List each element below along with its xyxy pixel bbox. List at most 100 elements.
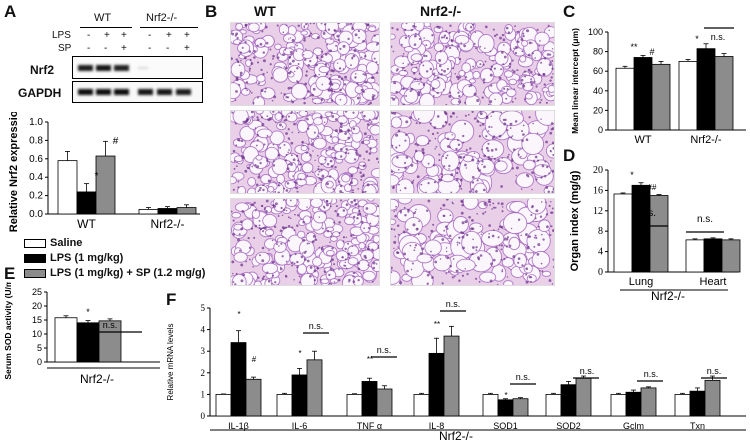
- nucleus-dot: [465, 148, 468, 152]
- nucleus-dot: [343, 83, 347, 86]
- nucleus-dot: [326, 162, 330, 166]
- nucleus-dot: [488, 158, 490, 161]
- significance-annotation: #: [113, 136, 119, 147]
- nucleus-dot: [395, 146, 398, 149]
- nucleus-dot: [463, 156, 466, 159]
- nucleus-dot: [235, 58, 239, 61]
- legend-item-saline: Saline: [24, 237, 82, 249]
- nucleus-dot: [336, 62, 339, 64]
- nucleus-dot: [488, 125, 491, 129]
- nucleus-dot: [414, 246, 416, 249]
- nucleus-dot: [527, 68, 531, 72]
- nucleus-dot: [541, 233, 543, 236]
- nucleus-dot: [256, 118, 260, 122]
- nucleus-dot: [231, 260, 235, 264]
- nucleus-dot: [302, 144, 305, 147]
- nucleus-dot: [339, 148, 343, 151]
- nucleus-dot: [453, 275, 456, 278]
- nucleus-dot: [363, 227, 365, 230]
- nucleus-dot: [370, 120, 373, 123]
- nucleus-dot: [337, 75, 341, 79]
- nucleus-dot: [441, 238, 445, 241]
- nucleus-dot: [501, 33, 505, 37]
- nucleus-dot: [412, 179, 415, 182]
- nucleus-dot: [492, 28, 495, 31]
- nucleus-dot: [511, 158, 513, 160]
- alveolus: [297, 172, 306, 181]
- nucleus-dot: [406, 258, 409, 261]
- alveolus: [454, 34, 470, 45]
- nucleus-dot: [460, 211, 464, 215]
- histology-texture: [231, 23, 379, 105]
- alveolus: [296, 119, 309, 133]
- nucleus-dot: [421, 247, 425, 251]
- nucleus-dot: [469, 84, 473, 87]
- alveolus: [479, 271, 497, 283]
- nucleus-dot: [505, 97, 508, 100]
- significance-annotation: **: [367, 355, 373, 364]
- nucleus-dot: [426, 273, 430, 277]
- nucleus-dot: [464, 101, 467, 104]
- alveolus: [370, 167, 379, 179]
- nucleus-dot: [270, 282, 273, 285]
- nucleus-dot: [532, 159, 536, 163]
- alveolus: [301, 162, 314, 174]
- nucleus-dot: [517, 257, 521, 261]
- nucleus-dot: [450, 191, 453, 193]
- y-tick-label: 0: [37, 357, 42, 367]
- nucleus-dot: [367, 159, 370, 162]
- nucleus-dot: [539, 269, 541, 272]
- nucleus-dot: [263, 143, 266, 146]
- nucleus-dot: [450, 173, 454, 177]
- nucleus-dot: [329, 135, 333, 138]
- nucleus-dot: [448, 46, 452, 49]
- alveolus: [456, 258, 476, 272]
- panel-letter-b: B: [205, 2, 218, 21]
- alveolus: [241, 218, 254, 231]
- nucleus-dot: [354, 202, 358, 206]
- nucleus-dot: [531, 171, 534, 175]
- nucleus-dot: [353, 49, 357, 53]
- alveolus: [397, 199, 412, 205]
- nucleus-dot: [456, 166, 460, 170]
- nucleus-dot: [425, 70, 429, 73]
- nucleus-dot: [294, 186, 297, 189]
- nucleus-dot: [242, 273, 246, 277]
- nucleus-dot: [303, 39, 306, 42]
- alveolus: [462, 154, 474, 163]
- nucleus-dot: [348, 256, 350, 259]
- nucleus-dot: [281, 214, 284, 217]
- nucleus-dot: [514, 120, 518, 123]
- y-tick-label: 1: [201, 389, 206, 399]
- nucleus-dot: [294, 70, 296, 73]
- nucleus-dot: [366, 23, 370, 27]
- y-tick-label: 40: [593, 86, 603, 96]
- alveolus: [461, 62, 472, 74]
- nucleus-dot: [489, 100, 493, 103]
- nucleus-dot: [443, 214, 446, 218]
- nucleus-dot: [469, 26, 473, 29]
- nucleus-dot: [261, 204, 264, 208]
- nucleus-dot: [541, 270, 544, 273]
- nucleus-dot: [545, 213, 549, 216]
- y-tick-label: 1.0: [29, 117, 43, 128]
- nucleus-dot: [425, 209, 429, 212]
- nucleus-dot: [251, 165, 254, 168]
- nucleus-dot: [393, 112, 397, 115]
- nucleus-dot: [356, 213, 360, 217]
- nucleus-dot: [471, 181, 475, 184]
- nucleus-dot: [415, 66, 418, 69]
- nucleus-dot: [427, 129, 430, 132]
- nucleus-dot: [289, 254, 292, 257]
- nucleus-dot: [458, 29, 461, 31]
- nucleus-dot: [550, 160, 552, 162]
- nucleus-dot: [465, 233, 469, 237]
- nucleus-dot: [391, 144, 394, 147]
- nucleus-dot: [247, 236, 250, 240]
- nucleus-dot: [405, 155, 409, 159]
- nucleus-dot: [506, 129, 509, 132]
- nucleus-dot: [431, 87, 435, 91]
- nucleus-dot: [540, 99, 543, 101]
- nucleus-dot: [534, 57, 536, 59]
- nucleus-dot: [447, 270, 450, 273]
